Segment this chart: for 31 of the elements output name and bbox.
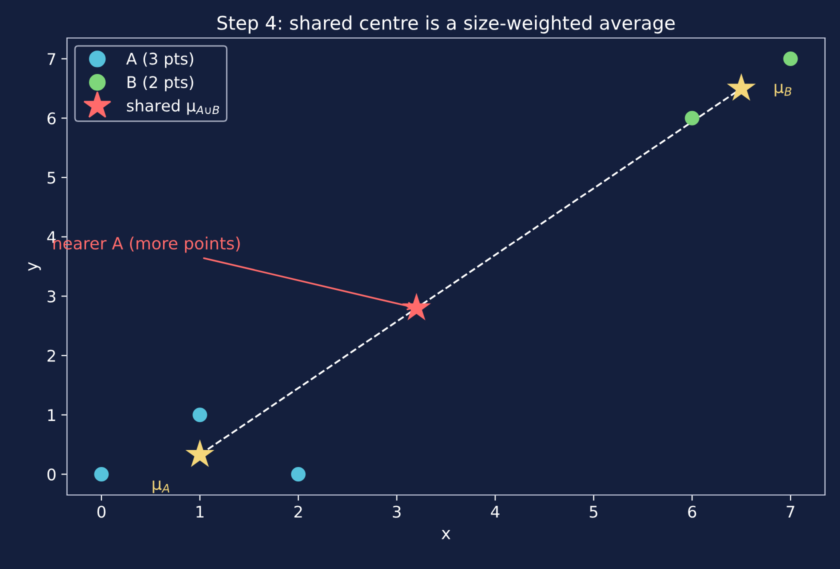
annotation: μ$_{B}$ (774, 84, 792, 96)
point (402, 292, 431, 320)
y-tick-label: 3 (48, 290, 56, 302)
point (185, 439, 214, 467)
y-axis-title: y (28, 262, 41, 271)
x-tick-label: 3 (392, 506, 401, 518)
y-tick-label: 6 (48, 112, 56, 124)
point (783, 51, 798, 66)
point (684, 110, 700, 126)
y-tick-label: 7 (48, 53, 56, 65)
x-tick-label: 7 (786, 506, 794, 518)
point (192, 408, 208, 422)
legend-label: B (2 pts) (128, 76, 194, 92)
point (726, 73, 756, 101)
legend-label: shared μ$_{A∪B}$ (126, 99, 220, 115)
point (291, 466, 306, 482)
x-tick-label: 0 (97, 506, 106, 518)
y-tick-label: 2 (48, 350, 55, 362)
point (94, 466, 109, 482)
legend-label: A (3 pts) (126, 52, 194, 68)
y-tick-label: 0 (47, 468, 56, 481)
y-tick-label: 1 (48, 409, 56, 421)
x-tick-label: 4 (490, 506, 500, 518)
x-axis-title: x (442, 530, 450, 540)
annotation: μ$_{A}$ (152, 480, 170, 494)
x-tick-label: 1 (196, 506, 204, 518)
x-tick-label: 5 (590, 506, 598, 518)
x-tick-label: 6 (688, 506, 696, 518)
x-tick-label: 2 (294, 506, 302, 518)
chart-title: Step 4: shared centre is a size-weighted average (218, 15, 675, 34)
y-tick-label: 5 (48, 172, 56, 184)
